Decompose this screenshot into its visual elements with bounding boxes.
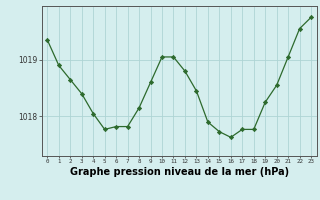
X-axis label: Graphe pression niveau de la mer (hPa): Graphe pression niveau de la mer (hPa) xyxy=(70,167,289,177)
